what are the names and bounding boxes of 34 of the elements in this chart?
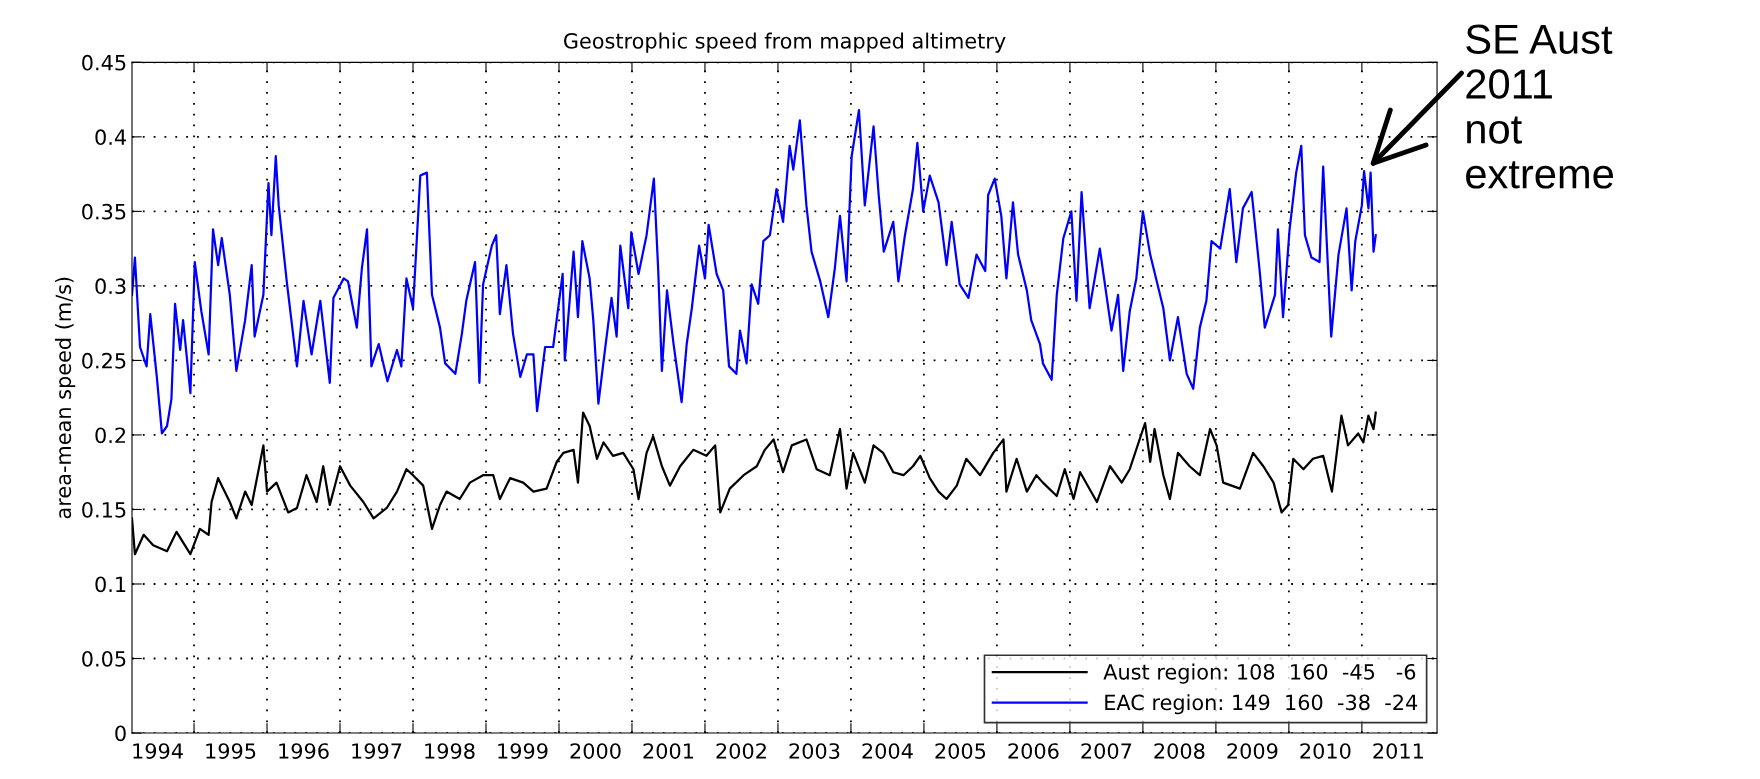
y-tick-label: 0.1 <box>95 576 126 593</box>
y-tick-label: 0.15 <box>82 501 126 518</box>
x-tick-label: 1997 <box>352 743 402 759</box>
x-tick-label: 2004 <box>862 743 913 759</box>
y-tick-label: 0.45 <box>82 54 126 71</box>
x-tick-label: 1996 <box>279 743 329 759</box>
y-tick-label: 0.4 <box>95 129 126 146</box>
x-tick-label: 2002 <box>716 743 766 759</box>
annotation: SE Aust 2011 not extreme <box>1466 24 1613 189</box>
chart-title: Geostrophic speed from mapped altimetry <box>564 32 1006 53</box>
x-tick-label: 1994 <box>133 743 183 759</box>
x-tick-label: 2010 <box>1300 743 1351 759</box>
x-tick-label: 2006 <box>1008 743 1059 759</box>
y-tick-label: 0.25 <box>82 352 126 369</box>
y-tick-label: 0.35 <box>82 203 126 220</box>
x-tick-label: 2000 <box>570 743 621 759</box>
y-tick-label: 0.3 <box>95 278 126 295</box>
line-series <box>132 108 1377 435</box>
y-tick-label: 0 <box>115 725 126 742</box>
x-tick-label: 2003 <box>789 743 840 759</box>
y-tick-label: 0.2 <box>95 427 126 444</box>
x-tick-label: 1995 <box>206 743 256 759</box>
x-tick-label: 2005 <box>935 743 986 759</box>
x-tick-label: 2008 <box>1154 743 1205 759</box>
x-tick-label: 2007 <box>1081 743 1132 759</box>
y-axis-title: area-mean speed (m/s) <box>55 277 76 519</box>
x-tick-label: 1999 <box>498 743 548 759</box>
legend-label: EAC region: 149 160 -38 -24 <box>1105 694 1418 715</box>
y-tick-label: 0.05 <box>82 650 126 667</box>
x-tick-label: 1998 <box>425 743 475 759</box>
x-tick-label: 2009 <box>1227 743 1278 759</box>
x-tick-label: 2001 <box>643 743 694 759</box>
x-tick-label: 2011 <box>1373 743 1423 759</box>
legend-label: Aust region: 108 160 -45 -6 <box>1103 663 1416 684</box>
